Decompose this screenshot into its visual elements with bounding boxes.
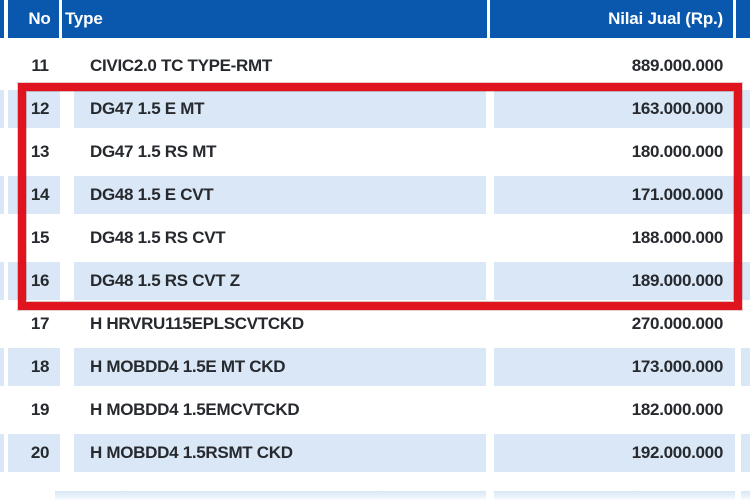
header-right-sliver [736,0,750,38]
row-number: 19 [8,391,60,429]
row-value: 192.000.000 [494,434,735,472]
row-left-sliver [0,133,4,171]
row-type: H MOBDD4 1.5RSMT CKD [74,434,486,472]
table-row: 16 DG48 1.5 RS CVT Z 189.000.000 [0,262,750,300]
row-right-sliver [741,434,750,472]
header-col-no: No [8,0,59,38]
row-left-sliver [0,391,4,429]
row-right-sliver [741,348,750,386]
row-number: 11 [8,47,60,85]
row-value: 889.000.000 [494,47,735,85]
row-type: DG48 1.5 RS CVT [74,219,486,257]
row-value: 189.000.000 [494,262,735,300]
row-right-sliver [741,90,750,128]
row-type: DG47 1.5 RS MT [74,133,486,171]
row-right-sliver [741,391,750,429]
row-left-sliver [0,176,4,214]
table-row: 18 H MOBDD4 1.5E MT CKD 173.000.000 [0,348,750,386]
row-value: 270.000.000 [494,305,735,343]
row-value: 180.000.000 [494,133,735,171]
table-row: 12 DG47 1.5 E MT 163.000.000 [0,90,750,128]
row-value: 171.000.000 [494,176,735,214]
table-row: 14 DG48 1.5 E CVT 171.000.000 [0,176,750,214]
header-col-type: Type [62,0,487,38]
row-number: 20 [8,434,60,472]
row-type: CIVIC2.0 TC TYPE-RMT [74,47,486,85]
row-left-sliver [0,434,4,472]
header-left-sliver [0,0,4,38]
row-right-sliver [741,305,750,343]
row-value: 173.000.000 [494,348,735,386]
table-row: 13 DG47 1.5 RS MT 180.000.000 [0,133,750,171]
table-row: 11 CIVIC2.0 TC TYPE-RMT 889.000.000 [0,47,750,85]
row-right-sliver [741,219,750,257]
row-left-sliver [0,90,4,128]
table-row: 20 H MOBDD4 1.5RSMT CKD 192.000.000 [0,434,750,472]
row-left-sliver [0,348,4,386]
row-number: 18 [8,348,60,386]
row-type: H MOBDD4 1.5E MT CKD [74,348,486,386]
table-header: No Type Nilai Jual (Rp.) [0,0,750,38]
row-type: DG47 1.5 E MT [74,90,486,128]
row-right-sliver [741,176,750,214]
row-number: 16 [8,262,60,300]
table-body: 11 CIVIC2.0 TC TYPE-RMT 889.000.000 12 D… [0,47,750,472]
header-col-value: Nilai Jual (Rp.) [490,0,733,38]
row-right-sliver [741,47,750,85]
column-divider [735,491,741,500]
row-type: DG48 1.5 RS CVT Z [74,262,486,300]
table-row: 15 DG48 1.5 RS CVT 188.000.000 [0,219,750,257]
row-type: H MOBDD4 1.5EMCVTCKD [74,391,486,429]
table-row: 17 H HRVRU115EPLSCVTCKD 270.000.000 [0,305,750,343]
row-number: 17 [8,305,60,343]
row-number: 13 [8,133,60,171]
row-value: 163.000.000 [494,90,735,128]
row-right-sliver [741,133,750,171]
table-row: 19 H MOBDD4 1.5EMCVTCKD 182.000.000 [0,391,750,429]
row-right-sliver [741,262,750,300]
row-type: DG48 1.5 E CVT [74,176,486,214]
row-left-sliver [0,262,4,300]
row-value: 182.000.000 [494,391,735,429]
column-divider [486,491,494,500]
row-number: 14 [8,176,60,214]
row-left-sliver [0,47,4,85]
row-number: 15 [8,219,60,257]
row-left-sliver [0,305,4,343]
row-type: H HRVRU115EPLSCVTCKD [74,305,486,343]
row-value: 188.000.000 [494,219,735,257]
row-left-sliver [0,219,4,257]
row-number: 12 [8,90,60,128]
partial-next-row [55,491,750,500]
